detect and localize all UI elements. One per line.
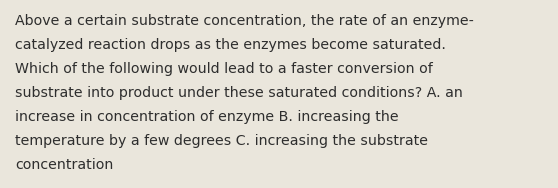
Text: Above a certain substrate concentration, the rate of an enzyme-: Above a certain substrate concentration,… — [15, 14, 474, 28]
Text: substrate into product under these saturated conditions? A. an: substrate into product under these satur… — [15, 86, 463, 100]
Text: increase in concentration of enzyme B. increasing the: increase in concentration of enzyme B. i… — [15, 110, 398, 124]
Text: temperature by a few degrees C. increasing the substrate: temperature by a few degrees C. increasi… — [15, 134, 428, 148]
Text: concentration: concentration — [15, 158, 113, 172]
Text: Which of the following would lead to a faster conversion of: Which of the following would lead to a f… — [15, 62, 433, 76]
Text: catalyzed reaction drops as the enzymes become saturated.: catalyzed reaction drops as the enzymes … — [15, 38, 446, 52]
